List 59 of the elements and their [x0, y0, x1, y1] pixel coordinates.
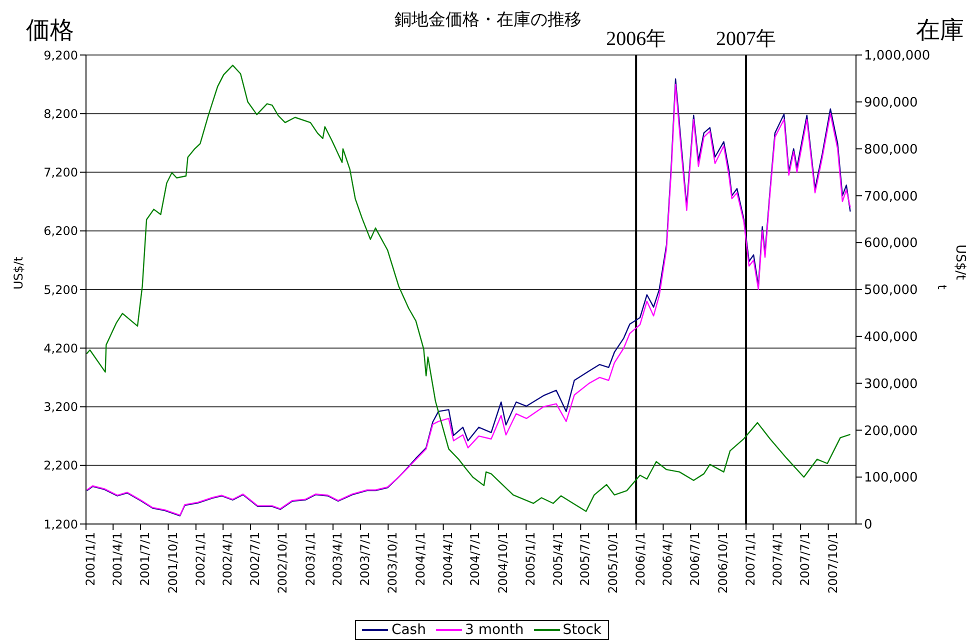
chart-title: 銅地金価格・在庫の推移	[394, 10, 582, 30]
y2-tick-label: 1,000,000	[864, 48, 930, 64]
y-tick-label: 4,200	[44, 341, 78, 356]
x-tick-label: 2007/1/1	[744, 532, 758, 586]
x-tick-label: 2002/1/1	[193, 532, 208, 586]
y2-axis-title: t	[934, 284, 949, 290]
legend-label: Cash	[391, 622, 426, 638]
x-tick-label: 2001/1/1	[84, 532, 98, 586]
x-tick-label: 2004/10/1	[496, 532, 510, 594]
x-tick-label: 2004/7/1	[468, 532, 482, 586]
x-tick-label: 2006/1/1	[634, 532, 648, 586]
y2-tick-label: 200,000	[864, 424, 918, 439]
y-tick-label: 5,200	[44, 282, 78, 297]
x-tick-label: 2006/10/1	[716, 532, 730, 594]
y-tick-label: 8,200	[44, 106, 78, 121]
y2-tick-label: 500,000	[864, 283, 918, 298]
x-tick-label: 2007/7/1	[798, 532, 812, 586]
text: 価格	[26, 15, 74, 46]
y2-tick-label: 600,000	[864, 236, 918, 252]
x-tick-label: 2004/4/1	[440, 532, 455, 586]
x-tick-label: 2006/4/1	[660, 532, 675, 586]
y2-tick-label: 700,000	[864, 189, 918, 204]
x-tick-label: 2001/10/1	[166, 532, 180, 594]
y-tick-label: 7,200	[44, 166, 78, 180]
x-tick-label: 2002/10/1	[276, 532, 290, 594]
x-tick-label: 2006/7/1	[688, 532, 702, 586]
y2-tick-label: 900,000	[864, 96, 918, 111]
y-tick-label: 1,200	[44, 517, 78, 532]
x-tick-label: 2005/4/1	[550, 532, 565, 586]
x-tick-label: 2005/7/1	[578, 532, 592, 586]
y2-tick-label: 300,000	[864, 376, 918, 392]
ref-line-label: 2006年	[606, 28, 666, 50]
ref-line-label: 2007年	[716, 28, 776, 50]
y-tick-label: 3,200	[44, 400, 78, 414]
x-tick-label: 2003/10/1	[386, 532, 400, 594]
y-tick-label: 9,200	[44, 48, 78, 62]
y2-tick-label: 0	[864, 518, 872, 533]
text: 在庫	[916, 15, 964, 46]
y-tick-label: 2,200	[44, 458, 78, 473]
x-tick-label: 2003/7/1	[358, 532, 372, 586]
x-tick-label: 2003/4/1	[330, 532, 345, 586]
y2-tick-label: 400,000	[864, 330, 918, 346]
x-tick-label: 2005/10/1	[606, 532, 620, 594]
x-tick-label: 2001/7/1	[138, 532, 152, 586]
y-tick-label: 6,200	[44, 224, 78, 238]
x-tick-label: 2007/10/1	[826, 532, 840, 594]
legend-label: Stock	[562, 622, 602, 638]
x-tick-label: 2001/4/1	[110, 532, 125, 586]
x-tick-label: 2004/1/1	[413, 532, 428, 586]
y2-tick-label: 100,000	[864, 470, 918, 486]
x-tick-label: 2002/7/1	[248, 532, 262, 586]
x-tick-label: 2005/1/1	[524, 532, 538, 586]
x-tick-label: 2007/4/1	[770, 532, 785, 586]
y-axis-title: US$/t	[11, 256, 26, 290]
x-tick-label: 2002/4/1	[220, 532, 235, 586]
x-tick-label: 2003/1/1	[303, 532, 318, 586]
y2-tick-label: 800,000	[864, 142, 918, 158]
legend-label: 3 month	[464, 622, 524, 638]
text: US$/t	[953, 244, 968, 280]
